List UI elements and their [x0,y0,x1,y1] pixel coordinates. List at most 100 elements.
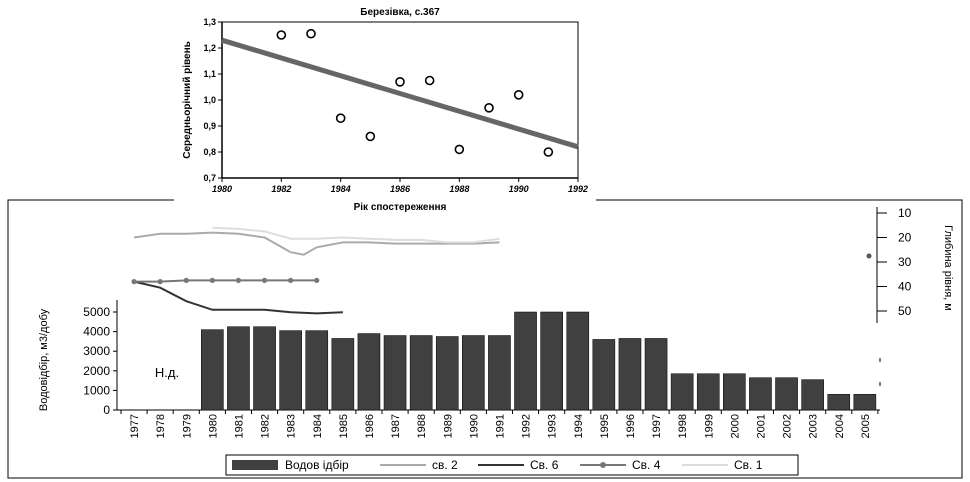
bar [331,338,355,411]
depth-series-marker [131,279,137,285]
bars [201,311,877,411]
scatter-point [454,144,465,155]
bar-y-tick-label: 0 [103,403,110,417]
bar-x-tick-label: 1985 [338,414,350,438]
scatter-y-tick-label: 1,2 [203,43,216,53]
depth-axis-ticks: 10 20 30 40 50 [877,206,912,318]
bar-y-tick-label: 4000 [83,325,110,339]
scatter-point [543,147,554,157]
bar-x-tick-label: 1984 [312,414,324,438]
bar [227,326,250,411]
scatter-title: Березівка, с.367 [360,7,440,18]
bar-x-tick-label: 2003 [808,414,820,438]
bar-x-tick-label: 1992 [521,414,533,438]
legend-label-bars: Водов ідбір [285,458,349,472]
bar-x-tick-label: 1989 [442,414,454,438]
bar [540,311,563,411]
bar-x-tick-label: 1987 [390,414,402,438]
scatter-x-tick-label: 1980 [212,184,232,194]
bar-x-tick-label: 1994 [573,414,585,438]
scatter-point [365,131,376,142]
scatter-point [395,77,405,87]
depth-tick-label: 10 [898,206,912,220]
bar [749,377,772,411]
bar [618,338,642,411]
bar-x-tick-label: 1990 [468,414,480,438]
bar [253,326,276,411]
bar [279,330,302,411]
depth-series-marker [288,277,294,283]
bar [488,335,511,411]
depth-series-line [134,279,317,283]
scatter-y-tick-label: 1,3 [203,17,216,27]
bar [723,373,746,411]
scatter-trend-line [221,37,579,150]
bar-x-tick-label: 1980 [207,414,219,438]
bar-y-tick-label: 1000 [83,383,110,397]
bar-y-tick-label: 3000 [83,344,110,358]
depth-series-marker [314,277,320,283]
scatter-point [424,75,435,86]
legend-marker-sv4 [600,462,606,468]
bar [592,339,616,411]
bar-x-tick-label: 1991 [494,414,506,438]
scatter-x-ticks: 1980 1982 1984 1986 1988 1990 1992 [212,178,588,194]
bar-x-tick-label: 1982 [260,414,272,438]
legend-swatch-bars [232,460,278,470]
bar [514,311,537,411]
bar-x-tick-label: 1988 [416,414,428,438]
scatter-x-tick-label: 1982 [271,184,291,194]
bar [409,335,433,411]
frame-left-top [7,199,963,479]
bar-x-tick-label: 1986 [364,414,376,438]
depth-series-marker [183,277,189,283]
no-data-annotation: Н.д. [155,365,179,380]
scatter-y-tick-label: 0,8 [203,147,216,157]
bar-x-tick-label: 1999 [703,414,715,438]
bar-x-tick-label: 2001 [755,414,767,438]
bar-x-tick-label: 2000 [729,414,741,438]
legend-label-sv2: св. 2 [432,458,458,472]
depth-series-marker [209,277,215,283]
bar [696,373,720,411]
depth-series-line [212,226,500,244]
bar-y-tick-label: 5000 [83,305,110,319]
bar [853,394,877,411]
bar-y-ticks: 0 1000 2000 3000 4000 5000 [83,305,117,417]
bar [827,394,851,411]
depth-series-line [133,280,343,315]
scatter-x-tick-label: 1990 [509,184,529,194]
depth-tick-label: 40 [898,280,912,294]
bar [435,336,459,411]
depth-series-marker [157,279,163,285]
depth-series-marker [235,277,242,283]
scatter-point [276,30,287,40]
scatter-point [306,28,316,39]
bar [462,335,485,411]
bar [801,379,824,411]
bar [775,377,798,411]
stray-marker [866,253,872,259]
bar [305,330,329,411]
bar-x-tick-label: 2002 [782,414,794,438]
bar-x-tick-label: 1977 [129,414,141,438]
scatter-y-tick-label: 1,1 [203,69,216,79]
legend-label-sv6: Св. 6 [530,458,559,472]
bar-x-tick-label: 1998 [677,414,689,438]
scatter-x-tick-label: 1992 [568,184,588,194]
bar [644,338,668,411]
legend-label-sv1: Св. 1 [734,458,763,472]
bar-x-tick-label: 1993 [547,414,559,438]
bar [670,373,694,411]
scatter-points [276,28,554,157]
bar-x-tick-label: 1981 [233,414,245,438]
scatter-y-ticks: 0,7 0,8 0,9 1,0 1,1 1,2 1,3 [203,17,222,183]
legend: Водов ідбір св. 2 Св. 6 Св. 4 Св. 1 [225,454,799,476]
bar-x-tick-label: 1983 [286,414,298,438]
bar-x-tick-label: 1995 [599,414,611,438]
bar-x-tick-label: 1997 [651,414,663,438]
depth-tick-label: 50 [898,304,912,318]
bar-x-tick-label: 1978 [155,414,167,438]
depth-series-marker [261,277,268,283]
